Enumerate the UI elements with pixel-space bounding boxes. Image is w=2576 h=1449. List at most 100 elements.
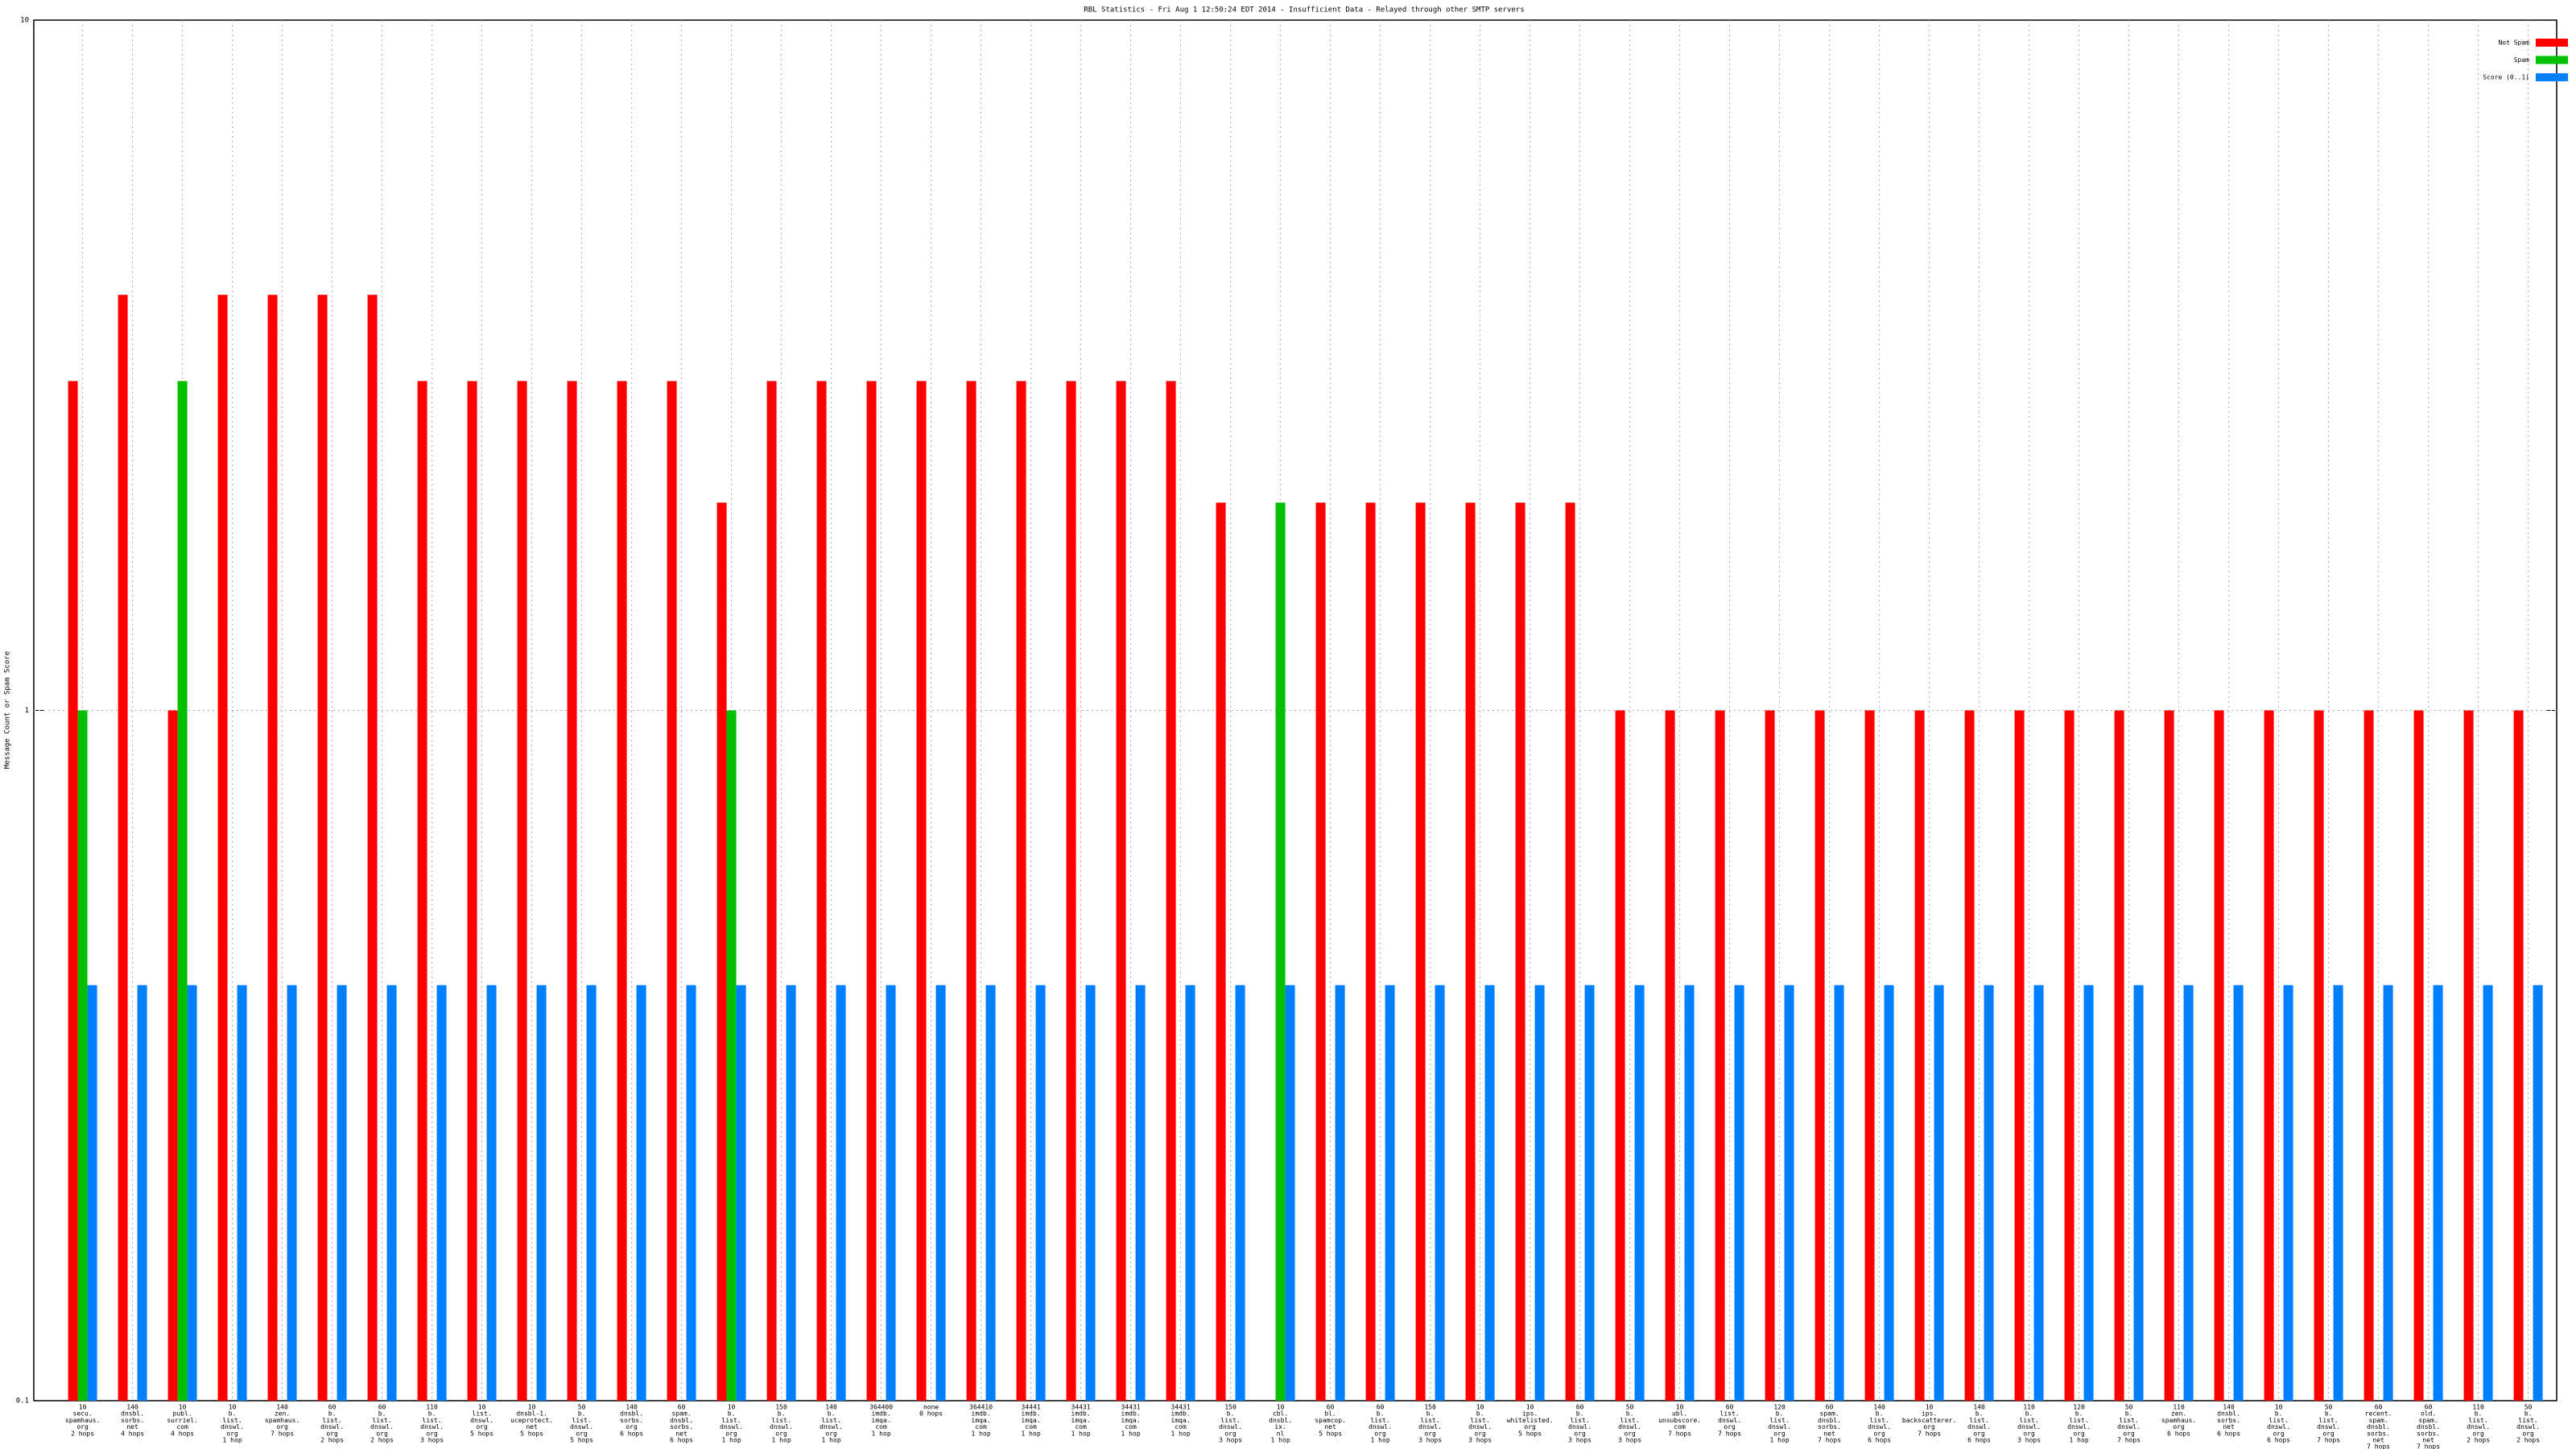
x-tick-label: b.	[2025, 1410, 2033, 1418]
bar	[1964, 710, 1975, 1401]
x-tick-label: zen.	[2171, 1410, 2186, 1418]
x-tick-label: 3 hops	[1568, 1437, 1591, 1444]
x-tick-label: imqa.	[1171, 1417, 1191, 1424]
bar	[786, 985, 796, 1401]
x-tick-label: dnswl.	[1718, 1417, 1741, 1424]
x-tick-label: backscatterer.	[1902, 1417, 1956, 1424]
x-tick-label: 6 hops	[1967, 1437, 1991, 1444]
x-tick-label: 1 hop	[772, 1437, 791, 1444]
x-tick-label: imdb.	[1022, 1410, 1041, 1418]
x-tick-label: 60	[2375, 1404, 2383, 1411]
x-tick-label: list.	[1221, 1417, 1241, 1424]
x-tick-label: 5 hops	[1319, 1430, 1342, 1437]
x-tick-label: list.	[1471, 1417, 1490, 1424]
x-tick-label: cbl.	[1273, 1410, 1288, 1418]
y-tick-label: 1	[25, 707, 29, 715]
bar	[2064, 710, 2074, 1401]
x-tick-label: 10	[1676, 1404, 1684, 1411]
x-tick-label: org	[376, 1430, 388, 1437]
x-tick-label: dnsbl.	[1269, 1417, 1292, 1424]
x-tick-label: org	[775, 1430, 787, 1437]
x-tick-label: list.	[822, 1417, 841, 1424]
bar	[1275, 502, 1286, 1402]
bar	[1864, 710, 1875, 1401]
x-tick-label: 60	[678, 1404, 686, 1411]
x-tick-label: 6 hops	[1868, 1437, 1891, 1444]
x-tick-label: b.	[229, 1410, 237, 1418]
x-tick-label: 364400	[869, 1404, 893, 1411]
legend-label: Not Spam	[2498, 39, 2529, 47]
x-tick-label: org	[1923, 1423, 1935, 1430]
x-tick-label: b.	[2275, 1410, 2283, 1418]
x-tick-label: 1 hop	[1770, 1437, 1790, 1444]
x-tick-label: 60	[378, 1404, 386, 1411]
x-tick-label: 60	[1826, 1404, 1834, 1411]
x-tick-label: 60	[1377, 1404, 1385, 1411]
x-tick-label: net	[2223, 1423, 2235, 1430]
x-tick-label: net	[1823, 1430, 1835, 1437]
bar	[287, 985, 297, 1401]
x-tick-label: net	[526, 1423, 538, 1430]
x-tick-label: 60	[1726, 1404, 1734, 1411]
x-tick-label: 1 hop	[1271, 1437, 1290, 1444]
x-tick-label: org	[476, 1423, 488, 1430]
bar	[2483, 985, 2493, 1401]
bar	[1934, 985, 1944, 1401]
x-tick-label: b.	[1626, 1410, 1634, 1418]
x-tick-label: org	[2322, 1430, 2334, 1437]
x-tick-label: 50	[2325, 1404, 2333, 1411]
bar	[536, 985, 547, 1401]
x-tick-label: com	[975, 1423, 987, 1430]
bar	[1615, 710, 1625, 1401]
x-tick-label: dnswl.	[2317, 1423, 2340, 1430]
bar	[217, 295, 228, 1402]
x-tick-label: 10	[478, 1404, 486, 1411]
bar	[2183, 985, 2194, 1401]
x-tick-label: b.	[2075, 1410, 2083, 1418]
x-tick-label: net	[126, 1423, 138, 1430]
x-tick-label: dnswl.	[1568, 1423, 1591, 1430]
x-tick-label: org	[226, 1430, 238, 1437]
bar	[167, 710, 178, 1401]
x-tick-label: org	[2173, 1423, 2185, 1430]
x-tick-label: 150	[1424, 1404, 1436, 1411]
x-tick-label: dnswl.	[720, 1423, 743, 1430]
x-tick-label: 60	[1327, 1404, 1335, 1411]
bar	[1166, 381, 1176, 1401]
x-tick-label: 2 hops	[2516, 1437, 2540, 1444]
x-tick-label: dnswl.	[470, 1417, 493, 1424]
x-tick-label: org	[2273, 1430, 2285, 1437]
x-tick-label: sorbs.	[1818, 1423, 1841, 1430]
x-tick-label: dnswl.	[2467, 1423, 2490, 1430]
x-tick-label: old.	[2421, 1410, 2436, 1418]
x-tick-label: list.	[722, 1417, 741, 1424]
x-tick-label: 1 hop	[722, 1437, 741, 1444]
x-tick-label: 2 hops	[370, 1437, 394, 1444]
x-tick-label: 140	[1973, 1404, 1985, 1411]
x-tick-label: 1 hop	[972, 1430, 991, 1437]
x-tick-label: 1 hop	[2070, 1437, 2089, 1444]
x-tick-label: 7 hops	[2417, 1443, 2440, 1449]
bar	[517, 381, 527, 1401]
x-tick-label: dnswl.	[2117, 1423, 2140, 1430]
bar	[1216, 502, 1226, 1402]
bar	[836, 985, 846, 1401]
legend-label: Spam	[2514, 56, 2529, 64]
x-tick-label: org	[2023, 1430, 2035, 1437]
x-tick-label: b.	[578, 1410, 586, 1418]
x-tick-label: b.	[2125, 1410, 2133, 1418]
x-tick-label: b.	[728, 1410, 736, 1418]
bar	[267, 295, 278, 1402]
x-tick-label: 1 hop	[1121, 1430, 1141, 1437]
x-tick-label: 10	[728, 1404, 736, 1411]
x-tick-label: b.	[1377, 1410, 1385, 1418]
bar	[1415, 502, 1426, 1402]
x-tick-label: spamcop.	[1315, 1417, 1346, 1424]
bar	[636, 985, 646, 1401]
x-tick-label: list.	[2020, 1417, 2039, 1424]
x-tick-label: com	[1025, 1423, 1037, 1430]
x-tick-label: 110	[2173, 1404, 2185, 1411]
x-tick-label: 7 hops	[270, 1430, 294, 1437]
bar	[118, 295, 128, 1402]
